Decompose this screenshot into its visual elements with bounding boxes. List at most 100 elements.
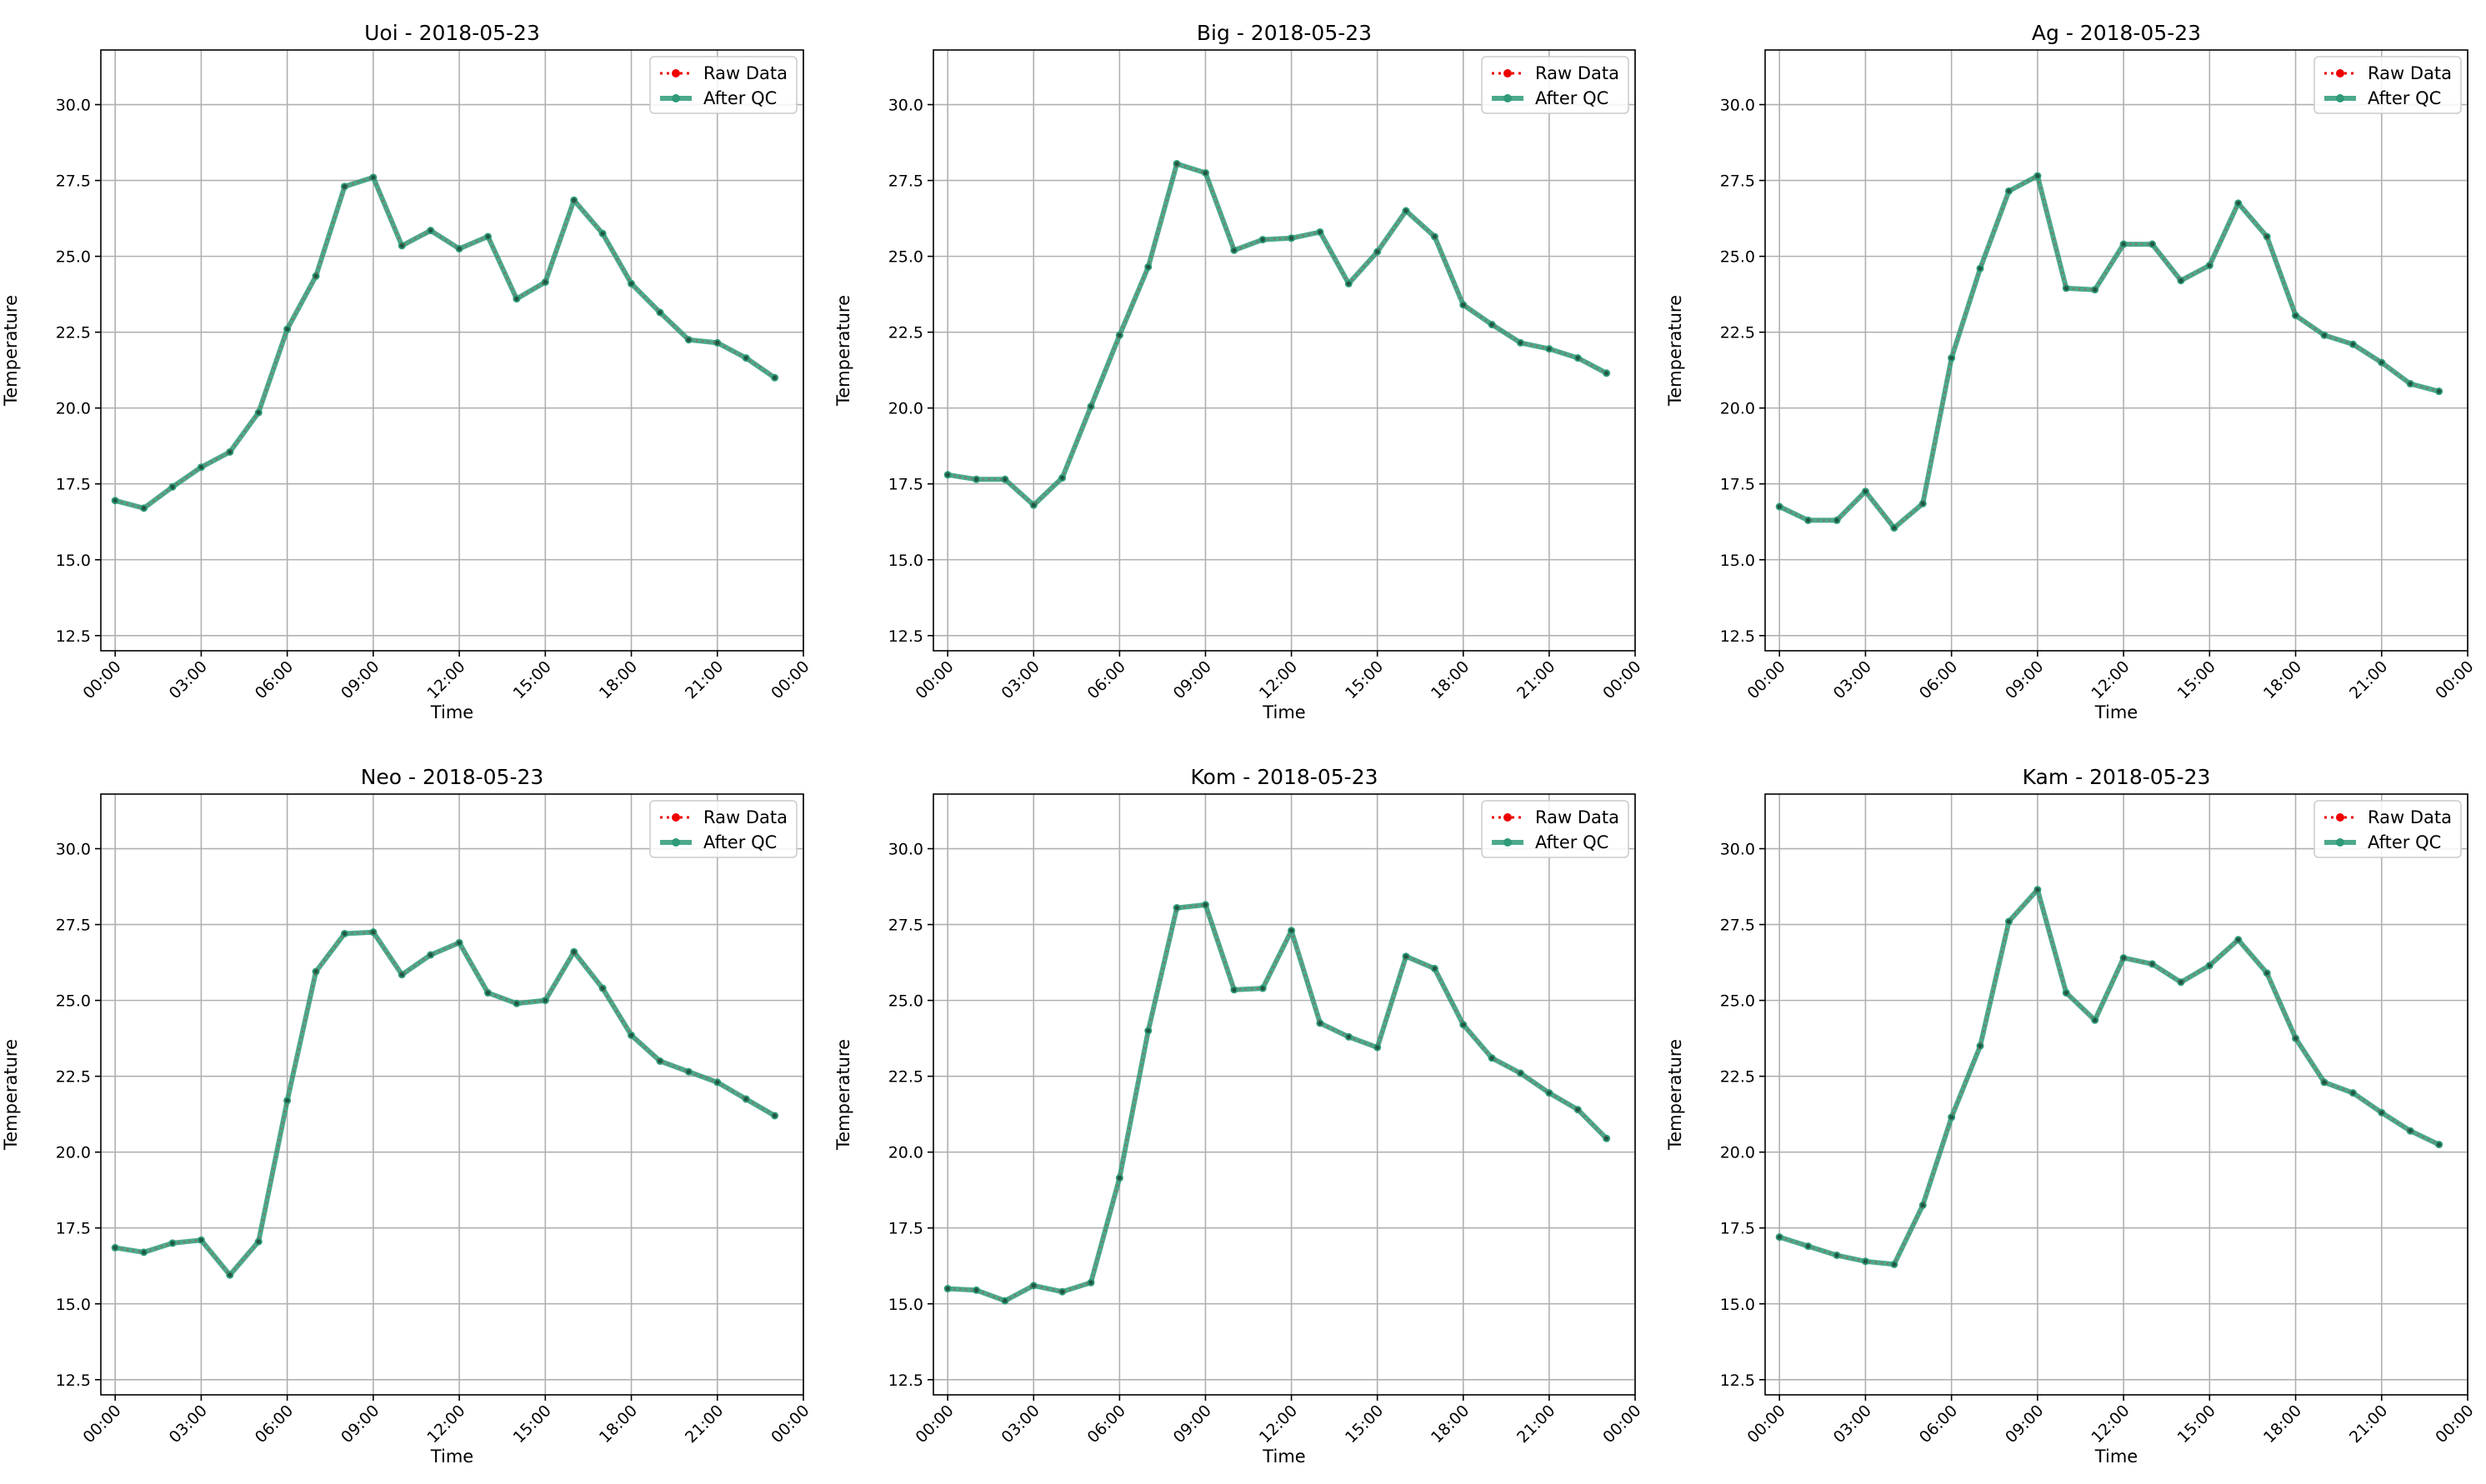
plot-frame <box>1764 793 2468 1396</box>
raw-data-point <box>514 296 519 302</box>
raw-data-point <box>1375 249 1380 254</box>
subplot-1: 00:00 03:00 06:00 09:00 12:00 15:00 18:00 21:00… <box>1 21 813 722</box>
y-tick-label: 27.5 <box>56 172 91 191</box>
x-tick-label: 15:00 <box>1342 657 1387 702</box>
raw-data-point <box>1575 1107 1580 1112</box>
raw-data-point <box>1260 237 1265 242</box>
y-tick-label: 20.0 <box>888 1144 923 1162</box>
y-tick-label: 12.5 <box>888 627 923 646</box>
y-tick-label: 17.5 <box>1720 476 1755 494</box>
y-tick-label: 12.5 <box>1720 627 1755 646</box>
raw-data-point <box>2236 201 2241 206</box>
raw-data-point <box>1834 1252 1839 1258</box>
raw-data-point <box>457 940 462 946</box>
legend: Raw Data After QC <box>1481 800 1629 858</box>
x-tick-label: 15:00 <box>510 657 555 702</box>
subplot-title: Big - 2018-05-23 <box>1197 21 1372 45</box>
subplot-title: Neo - 2018-05-23 <box>361 765 544 789</box>
raw-data-point <box>1949 1115 1954 1120</box>
raw-data-point <box>1003 477 1008 482</box>
raw-data-point <box>2178 278 2183 283</box>
raw-data-point <box>371 175 376 180</box>
raw-data-point <box>2149 962 2155 967</box>
subplot-title: Ag - 2018-05-23 <box>2032 21 2201 45</box>
x-tick-label: 03:00 <box>1830 657 1875 702</box>
raw-data-point <box>1863 489 1868 494</box>
x-tick-label: 15:00 <box>2174 1402 2219 1447</box>
raw-data-point <box>2093 287 2098 292</box>
x-tick-label: 21:00 <box>1513 657 1558 702</box>
x-tick-label: 09:00 <box>2002 657 2047 702</box>
raw-data-point <box>342 931 348 937</box>
raw-data-point <box>1489 1056 1494 1061</box>
raw-data-point <box>113 498 118 503</box>
raw-data-point <box>399 243 404 248</box>
raw-data-point <box>399 972 404 977</box>
x-tick-label: 00:00 <box>1599 657 1644 702</box>
raw-data-point <box>1232 247 1237 252</box>
raw-data-line <box>1778 887 2440 1266</box>
raw-data-point <box>658 310 663 315</box>
x-tick-label: 03:00 <box>1830 1402 1875 1447</box>
y-tick-label: 12.5 <box>56 1372 91 1390</box>
x-tick-label: 18:00 <box>2260 657 2305 702</box>
legend-raw-marker <box>672 69 680 77</box>
y-tick-label: 22.5 <box>888 324 923 342</box>
y-tick-label: 25.0 <box>1720 992 1755 1011</box>
raw-data-point <box>2350 1091 2355 1096</box>
y-tick-label: 27.5 <box>888 172 923 191</box>
legend-qc-marker <box>2336 94 2344 102</box>
raw-data-point <box>1088 1280 1093 1285</box>
raw-data-point <box>1575 356 1580 361</box>
raw-data-point <box>256 1239 261 1244</box>
x-tick-label: 00:00 <box>768 657 813 702</box>
raw-data-point <box>514 1001 519 1006</box>
raw-data-point <box>457 246 462 252</box>
y-tick-label: 15.0 <box>56 1296 91 1314</box>
raw-data-point <box>142 506 147 511</box>
legend-raw-label: Raw Data <box>703 63 788 83</box>
raw-data-point <box>973 477 979 482</box>
raw-data-point <box>1146 1028 1151 1033</box>
raw-data-point <box>485 234 491 239</box>
x-tick-label: 00:00 <box>79 657 124 702</box>
plot-frame <box>100 793 804 1396</box>
y-tick-label: 17.5 <box>888 1220 923 1238</box>
x-tick-label: 06:00 <box>252 657 297 702</box>
raw-data-point <box>285 1098 290 1103</box>
subplot-3: 00:00 03:00 06:00 09:00 12:00 15:00 18:00 21:00… <box>1665 21 2478 722</box>
legend: Raw Data After QC <box>649 56 798 114</box>
raw-data-point <box>428 952 433 957</box>
x-tick-label: 03:00 <box>998 1402 1043 1447</box>
x-tick-label: 18:00 <box>1428 657 1473 702</box>
legend: Raw Data After QC <box>1481 56 1629 114</box>
x-axis-label: Time <box>2094 702 2138 722</box>
x-tick-label: 09:00 <box>2002 1402 2047 1447</box>
y-tick-label: 25.0 <box>56 992 91 1011</box>
raw-data-point <box>1547 1091 1552 1096</box>
x-tick-label: 12:00 <box>1256 657 1301 702</box>
x-tick-label: 21:00 <box>1513 1402 1558 1447</box>
raw-data-point <box>2149 242 2155 247</box>
raw-data-point <box>2293 1036 2298 1041</box>
raw-data-point <box>1863 1259 1868 1264</box>
raw-data-point <box>1203 902 1208 907</box>
legend-qc-marker <box>1503 838 1512 847</box>
legend: Raw Data After QC <box>2313 56 2462 114</box>
raw-data-point <box>1403 954 1408 959</box>
raw-data-point <box>1432 234 1438 239</box>
after-qc-line <box>114 929 777 1278</box>
x-tick-label: 12:00 <box>423 1402 468 1447</box>
x-tick-label: 06:00 <box>252 1402 297 1447</box>
raw-data-point <box>2207 963 2212 968</box>
raw-data-point <box>2063 286 2068 291</box>
after-qc-line <box>1778 887 2440 1267</box>
x-tick-label: 18:00 <box>1428 1402 1473 1447</box>
x-tick-label: 03:00 <box>166 657 211 702</box>
raw-data-point <box>313 969 318 974</box>
raw-data-point <box>1892 525 1897 531</box>
raw-data-point <box>1604 1136 1609 1141</box>
raw-data-point <box>1892 1262 1897 1267</box>
raw-data-point <box>1146 264 1151 269</box>
x-tick-label: 09:00 <box>338 657 383 702</box>
